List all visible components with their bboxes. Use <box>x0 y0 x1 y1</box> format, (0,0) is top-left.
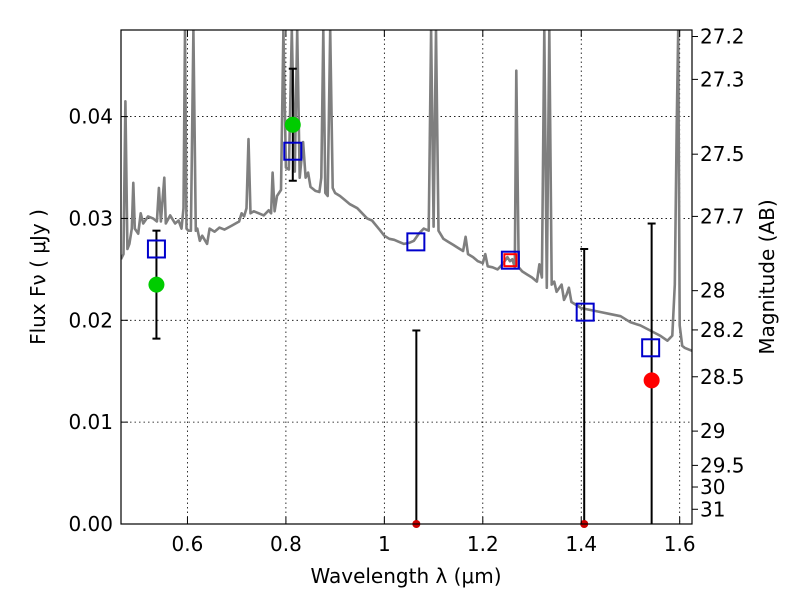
magnitude-tick-label: 28.2 <box>700 318 745 342</box>
model-flux-marker <box>146 239 166 259</box>
x-axis-label: Wavelength λ (μm) <box>310 564 501 588</box>
model-spectrum-line <box>121 30 692 353</box>
model-flux-marker <box>641 338 661 358</box>
model-flux-marker <box>406 232 426 252</box>
magnitude-tick-label: 28 <box>700 279 725 303</box>
magnitude-tick-label: 29 <box>700 419 725 443</box>
model-flux-marker <box>575 302 595 322</box>
y-axis-ticks: 0.00 0.01 0.02 0.03 0.04 <box>68 105 128 536</box>
magnitude-tick-label: 27.3 <box>700 67 745 91</box>
observed-flux-point <box>284 116 301 133</box>
magnitude-axis-label: Magnitude (AB) <box>755 199 779 354</box>
x-tick-label: 0.6 <box>172 532 204 556</box>
y-tick-label: 0.00 <box>68 512 113 536</box>
observed-points <box>148 116 660 528</box>
x-tick-label: 1 <box>378 532 391 556</box>
y-tick-label: 0.02 <box>68 308 113 332</box>
model-flux-marker <box>500 250 520 270</box>
model-flux-marker <box>503 253 518 268</box>
magnitude-tick-label: 28.5 <box>700 365 745 389</box>
x-tick-label: 0.8 <box>270 532 302 556</box>
plot-frame <box>120 29 693 525</box>
y-axis-label: Flux Fν ( μJy ) <box>26 209 50 345</box>
x-axis-ticks: 0.6 0.8 1 1.2 1.4 1.6 <box>172 30 696 556</box>
y-tick-label: 0.04 <box>68 105 113 129</box>
y-tick-label: 0.03 <box>68 206 113 230</box>
y-tick-label: 0.01 <box>68 410 113 434</box>
observed-flux-point <box>148 276 165 293</box>
model-photometry-points <box>146 141 661 358</box>
observed-flux-point <box>643 372 660 389</box>
x-tick-label: 1.4 <box>565 532 597 556</box>
model-spectrum <box>121 30 692 353</box>
magnitude-tick-label: 27.2 <box>700 24 745 48</box>
model-flux-marker <box>283 141 303 161</box>
magnitude-tick-label: 29.5 <box>700 453 745 477</box>
magnitude-tick-label: 30 <box>700 475 725 499</box>
magnitude-tick-label: 31 <box>700 497 725 521</box>
magnitude-tick-label: 27.7 <box>700 204 745 228</box>
magnitude-tick-label: 27.5 <box>700 142 745 166</box>
x-tick-label: 1.2 <box>467 532 499 556</box>
x-tick-label: 1.6 <box>664 532 696 556</box>
